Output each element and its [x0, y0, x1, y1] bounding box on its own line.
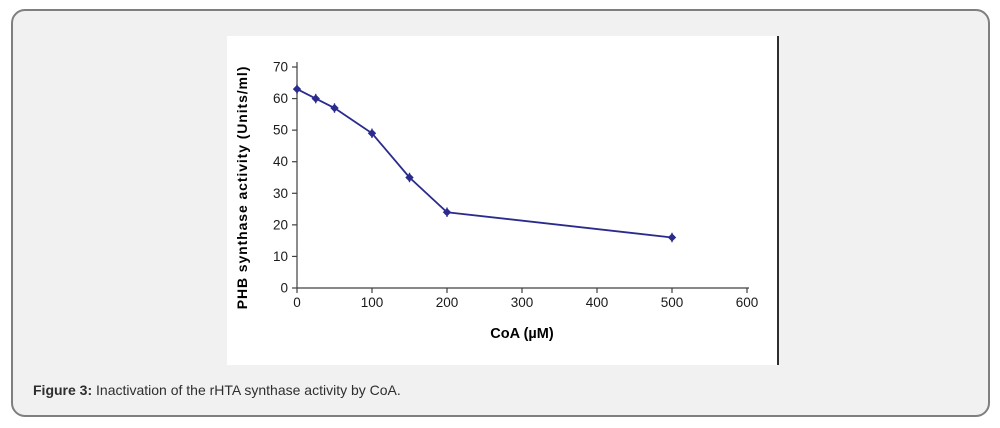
figure-caption-label: Figure 3:	[33, 382, 93, 398]
y-tick-label: 50	[273, 123, 288, 138]
x-tick-label: 500	[661, 295, 684, 310]
figure-caption: Figure 3: Inactivation of the rHTA synth…	[33, 382, 401, 398]
figure-caption-text: Inactivation of the rHTA synthase activi…	[92, 382, 401, 398]
data-point-marker	[292, 84, 302, 94]
x-tick-label: 300	[511, 295, 534, 310]
x-axis-title: CoA (µM)	[490, 326, 554, 342]
y-tick-label: 0	[280, 281, 288, 296]
y-axis-title: PHB synthase activity (Units/ml)	[234, 66, 250, 310]
y-tick-label: 10	[273, 249, 288, 264]
y-tick-label: 70	[273, 60, 288, 75]
chart-svg: 0 10 20 30 40 50 60 70 0 100 200 300 400 500 600 CoA (µ…	[234, 60, 759, 343]
series-line	[296, 88, 673, 239]
data-point-marker	[405, 173, 414, 182]
x-tick-label: 0	[293, 295, 301, 310]
y-tick-label: 30	[273, 186, 288, 201]
y-tick-label: 60	[273, 91, 288, 106]
y-tick-label: 20	[273, 217, 288, 232]
data-point-marker	[667, 233, 677, 242]
y-tick-label: 40	[273, 154, 288, 169]
x-tick-label: 400	[586, 295, 609, 310]
chart-panel: 0 10 20 30 40 50 60 70 0 100 200 300 400 500 600 CoA (µ…	[227, 36, 779, 365]
figure-card: 0 10 20 30 40 50 60 70 0 100 200 300 400 500 600 CoA (µ…	[11, 9, 990, 417]
x-tick-label: 600	[736, 295, 759, 310]
data-point-marker	[330, 103, 339, 113]
data-point-marker	[367, 129, 377, 138]
data-point-marker	[311, 94, 320, 103]
x-tick-label: 200	[436, 295, 459, 310]
x-tick-label: 100	[361, 295, 384, 310]
data-point-marker	[442, 208, 452, 217]
